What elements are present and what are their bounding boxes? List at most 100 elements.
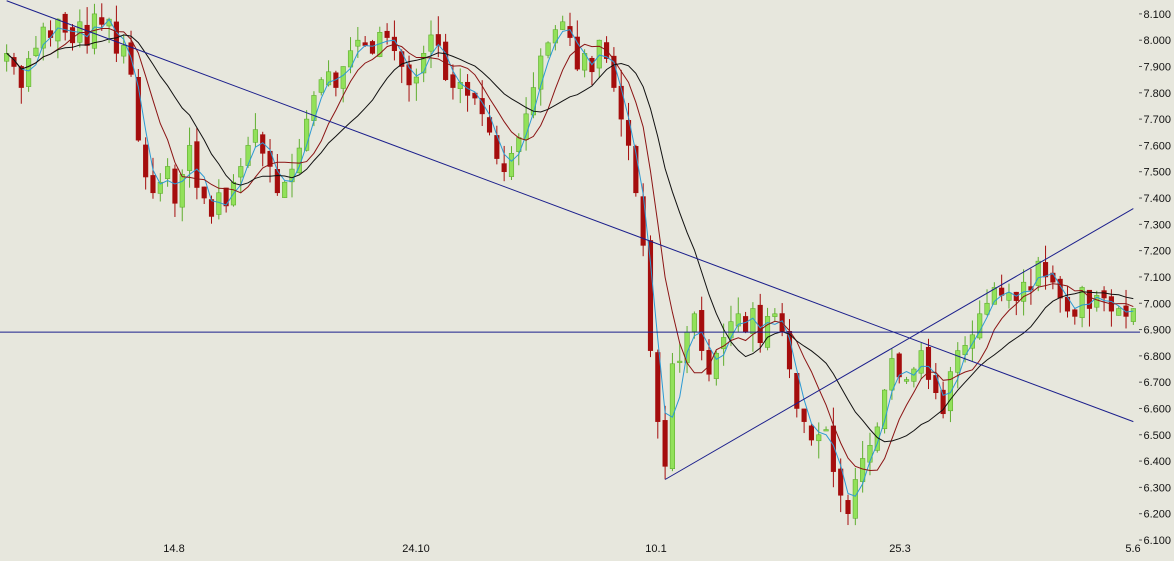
candle-down xyxy=(172,168,178,204)
candle-up xyxy=(282,181,288,198)
y-tick-label: 6.900 xyxy=(1143,325,1171,337)
ma-medium-line xyxy=(6,28,1134,472)
candle-up xyxy=(860,458,866,482)
ma-fast-line xyxy=(6,18,1134,497)
y-tick-label: 7.300 xyxy=(1143,219,1171,231)
candle-up xyxy=(33,47,39,56)
candle-down xyxy=(208,199,215,217)
candle-up xyxy=(355,39,361,47)
y-tick-label: 6.500 xyxy=(1143,430,1171,442)
candle-up xyxy=(238,166,244,178)
candle-up xyxy=(962,345,968,356)
candle-up xyxy=(252,129,258,143)
candle-up xyxy=(772,313,778,317)
candle-up xyxy=(691,313,697,332)
y-tick-label: 6.300 xyxy=(1143,482,1171,494)
x-axis: 14.8 24.10 10.1 25.3 5.6 xyxy=(163,543,1140,555)
ma-slow-line xyxy=(6,34,1134,443)
candle-down xyxy=(143,144,149,178)
candle-up xyxy=(903,379,910,382)
candle-down xyxy=(757,304,763,344)
candle-up xyxy=(1094,295,1100,308)
candle-up xyxy=(165,166,171,179)
candle-down xyxy=(18,66,24,88)
candle-up xyxy=(325,71,332,86)
candle-up xyxy=(289,168,295,183)
candle-up xyxy=(121,45,127,57)
candle-down xyxy=(443,41,449,80)
candle-down xyxy=(369,41,376,54)
candle-up xyxy=(889,358,895,391)
candle-up xyxy=(947,371,954,412)
candle-down xyxy=(808,425,815,441)
candle-down xyxy=(786,330,793,370)
candle-up xyxy=(421,53,427,74)
candle-down xyxy=(486,117,493,133)
y-tick-label: 7.700 xyxy=(1143,114,1171,126)
y-tick-label: 8.100 xyxy=(1143,9,1171,21)
candle-down xyxy=(1101,290,1107,299)
y-tick-label: 7.200 xyxy=(1143,246,1171,258)
x-tick-label: 25.3 xyxy=(889,543,910,555)
candle-up xyxy=(984,302,990,315)
y-tick-label: 6.100 xyxy=(1143,535,1171,547)
x-tick-label: 24.10 xyxy=(402,543,430,555)
candles-layer xyxy=(4,3,1136,526)
candle-up xyxy=(347,50,354,68)
y-tick-label: 6.700 xyxy=(1143,377,1171,389)
y-tick-label: 7.400 xyxy=(1143,193,1171,205)
candle-down xyxy=(647,240,654,351)
candle-down xyxy=(201,186,207,199)
candle-down xyxy=(896,353,902,378)
candle-down xyxy=(706,350,712,375)
candle-up xyxy=(538,55,544,90)
candle-up xyxy=(186,145,193,171)
x-tick-label: 10.1 xyxy=(645,543,666,555)
candle-up xyxy=(991,287,997,305)
candle-up xyxy=(1116,308,1122,316)
candle-up xyxy=(318,79,324,93)
candle-up xyxy=(428,34,434,52)
candle-down xyxy=(1123,305,1129,317)
candle-down xyxy=(845,500,851,514)
y-tick-label: 6.200 xyxy=(1143,509,1171,521)
y-tick-label: 6.600 xyxy=(1143,403,1171,415)
y-tick-label: 7.100 xyxy=(1143,272,1171,284)
candle-up xyxy=(867,445,873,463)
candle-down xyxy=(1086,289,1093,309)
y-tick-label: 7.800 xyxy=(1143,88,1171,100)
candle-down xyxy=(655,352,661,422)
candle-up xyxy=(245,145,251,166)
candle-up xyxy=(677,360,683,363)
candle-down xyxy=(450,74,456,88)
y-axis: 6.100 6.200 6.300 6.400 6.500 6.600 6.700 6.800… xyxy=(1139,9,1171,547)
candle-up xyxy=(713,352,719,379)
candle-down xyxy=(501,163,507,173)
x-tick-label: 5.6 xyxy=(1125,543,1140,555)
candle-down xyxy=(699,310,705,351)
y-tick-label: 7.500 xyxy=(1143,167,1171,179)
candle-up xyxy=(882,389,888,430)
candle-down xyxy=(99,17,105,25)
candle-up xyxy=(530,87,536,116)
candle-down xyxy=(384,30,390,38)
candle-down xyxy=(135,76,141,141)
candle-down xyxy=(69,27,76,44)
candle-up xyxy=(1130,308,1136,322)
candle-down xyxy=(150,175,156,194)
candle-down xyxy=(662,420,668,467)
candle-up xyxy=(157,181,163,194)
candle-up xyxy=(750,308,756,335)
candle-down xyxy=(925,346,932,380)
candle-down xyxy=(625,120,632,146)
candle-up xyxy=(955,350,961,373)
candle-up xyxy=(823,429,829,432)
candle-up xyxy=(508,153,515,177)
candle-up xyxy=(413,76,419,84)
candle-up xyxy=(545,42,551,56)
candle-down xyxy=(794,372,800,409)
candle-down xyxy=(618,85,624,120)
candle-up xyxy=(918,350,924,374)
